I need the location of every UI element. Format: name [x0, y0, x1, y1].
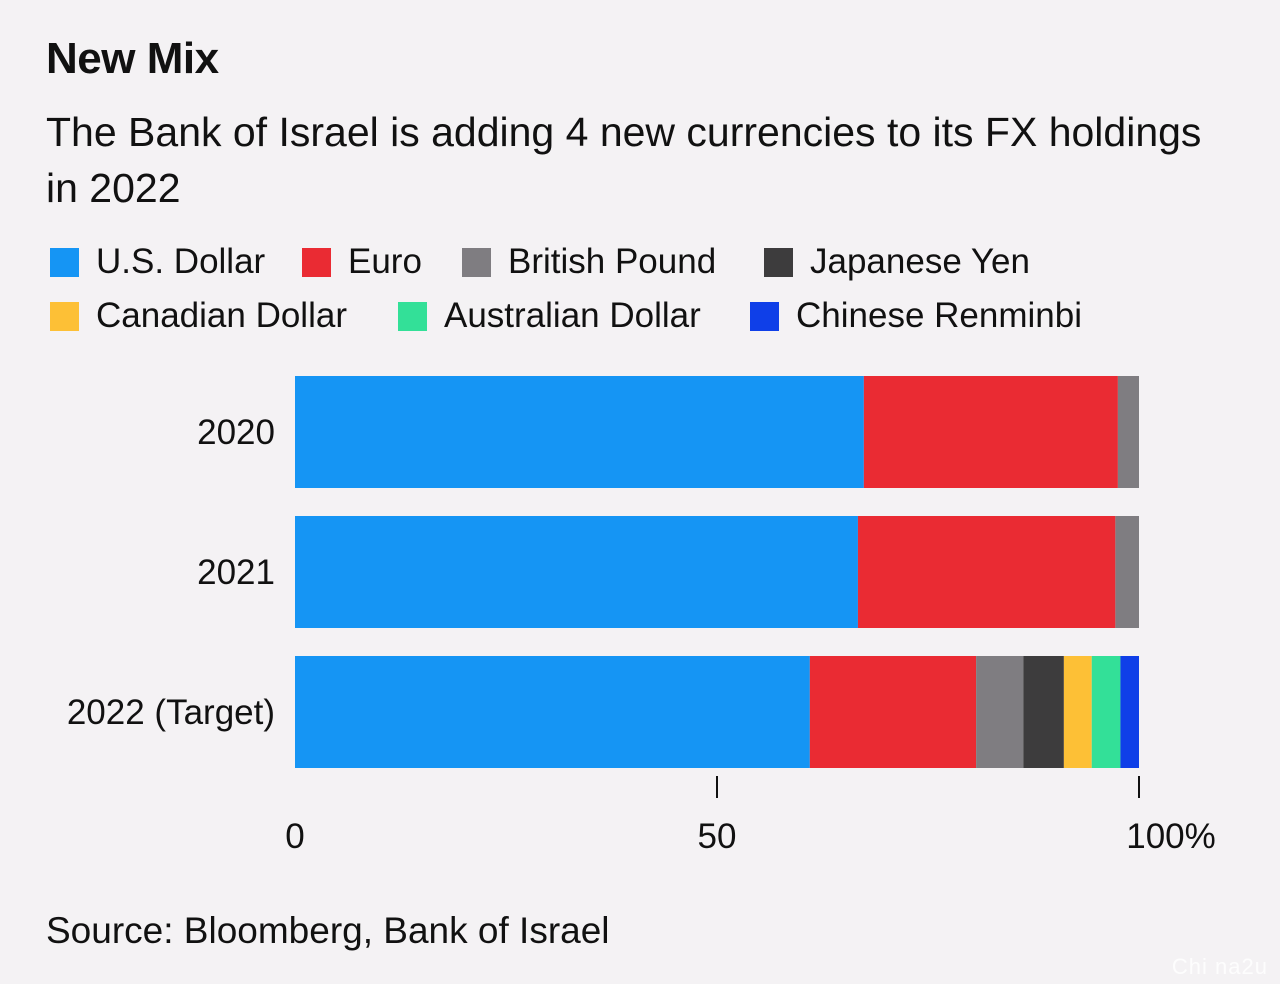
legend-label-australian-dollar: Australian Dollar [444, 296, 701, 335]
bar-segment-2022-target-chinese-renminbi [1120, 656, 1139, 768]
legend-swatch-chinese-renminbi [750, 301, 779, 331]
legend-label-canadian-dollar: Canadian Dollar [96, 296, 347, 335]
legend-swatch-canadian-dollar [50, 301, 79, 331]
bar-segment-2022-target-canadian-dollar [1063, 656, 1092, 768]
bar-segment-2022-target-euro [809, 656, 977, 768]
legend-label-euro: Euro [348, 242, 422, 281]
watermark: Chi na2u [1171, 954, 1268, 979]
bar-segment-2022-target-australian-dollar [1091, 656, 1121, 768]
chart-subtitle: The Bank of Israel is adding 4 new curre… [46, 109, 1202, 211]
legend-swatch-british-pound [462, 247, 491, 277]
legend-swatch-japanese-yen [764, 247, 793, 277]
bar-segment-2020-u-s-dollar [295, 376, 864, 488]
bar-segment-2021-u-s-dollar [295, 516, 858, 628]
bar-segment-2020-british-pound [1117, 376, 1139, 488]
x-tick-label-100: 100% [1126, 817, 1216, 856]
bar-segment-2022-target-u-s-dollar [295, 656, 810, 768]
legend-item-euro: Euro [302, 242, 422, 282]
legend-label-japanese-yen: Japanese Yen [810, 242, 1030, 281]
x-tick-label-50: 50 [698, 817, 737, 856]
stacked-bar-chart: 2020 2021 2022 (Target) 0 50 100% [67, 376, 1216, 856]
legend-item-chinese-renminbi: Chinese Renminbi [750, 296, 1082, 336]
category-label-2020: 2020 [197, 413, 275, 452]
legend-label-british-pound: British Pound [508, 242, 717, 281]
chart-title: New Mix [46, 34, 219, 83]
category-label-2021: 2021 [197, 553, 275, 592]
legend-swatch-australian-dollar [398, 301, 427, 331]
x-tick-label-0: 0 [285, 817, 304, 856]
bar-segment-2021-euro [857, 516, 1116, 628]
legend-item-australian-dollar: Australian Dollar [398, 296, 701, 336]
source-note: Source: Bloomberg, Bank of Israel [46, 910, 610, 951]
legend-item-japanese-yen: Japanese Yen [764, 242, 1030, 282]
bar-segment-2020-euro [863, 376, 1118, 488]
bar-segment-2022-target-british-pound [976, 656, 1024, 768]
category-label-2022-target: 2022 (Target) [67, 693, 275, 732]
bar-segment-2021-british-pound [1115, 516, 1139, 628]
legend-label-chinese-renminbi: Chinese Renminbi [796, 296, 1082, 335]
legend-swatch-euro [302, 247, 331, 277]
bar-segment-2022-target-japanese-yen [1023, 656, 1064, 768]
legend-item-canadian-dollar: Canadian Dollar [50, 296, 347, 336]
legend-label-us-dollar: U.S. Dollar [96, 242, 266, 281]
legend-item-british-pound: British Pound [462, 242, 716, 282]
legend-swatch-us-dollar [50, 247, 79, 277]
legend-item-us-dollar: U.S. Dollar [50, 242, 265, 282]
